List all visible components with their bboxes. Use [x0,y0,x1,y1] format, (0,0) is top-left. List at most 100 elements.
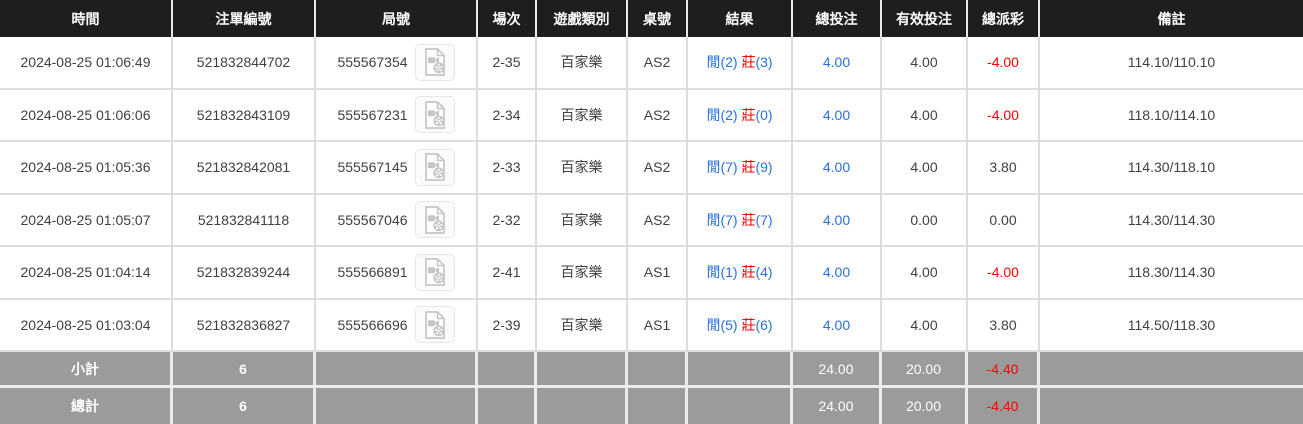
table-no-cell: AS1 [628,247,688,298]
bet-id-cell: 521832836827 [173,299,316,350]
result-cell: 閒 (2) 莊 (3) [688,37,793,88]
subtotal-label: 小計 [0,352,173,385]
time-cell: 2024-08-25 01:03:04 [0,299,173,350]
result-banker-points: (9) [755,159,773,176]
grand-total-payout: -4.40 [968,388,1040,424]
empty-cell [628,352,688,385]
result-player-points: (2) [720,106,742,123]
column-header-result: 結果 [688,0,793,37]
total-bet-cell: 4.00 [793,142,882,193]
round-number: 555567145 [337,159,408,176]
game-type-cell: 百家樂 [537,299,628,350]
result-player-label: 閒 [706,316,721,333]
result-player-label: 閒 [706,106,721,123]
subtotal-count: 6 [173,352,316,385]
subtotal-payout: -4.40 [968,352,1040,385]
table-row: 2024-08-25 01:05:36 521832842081 5555671… [0,142,1303,195]
video-file-icon [424,205,445,234]
grand-total-row: 總計 6 24.00 20.00 -4.40 [0,388,1303,424]
session-cell: 2-33 [478,142,537,193]
table-no-cell: AS1 [628,299,688,350]
empty-cell [628,388,688,424]
result-banker-label: 莊 [741,159,756,176]
result-player-label: 閒 [706,54,721,71]
game-type-cell: 百家樂 [537,194,628,245]
empty-cell [688,352,793,385]
valid-bet-cell: 4.00 [882,247,968,298]
result-player-label: 閒 [706,264,721,281]
column-header-time: 時間 [0,0,173,37]
result-player-label: 閒 [706,159,721,176]
table-no-cell: AS2 [628,194,688,245]
time-cell: 2024-08-25 01:04:14 [0,247,173,298]
empty-cell [1040,388,1303,424]
video-file-icon [424,153,445,182]
total-bet-cell: 4.00 [793,194,882,245]
video-replay-button[interactable] [414,306,455,344]
result-player-points: (5) [720,316,742,333]
result-cell: 閒 (5) 莊 (6) [688,299,793,350]
result-player-points: (7) [720,211,742,228]
round-number: 555567046 [337,211,408,228]
game-type-cell: 百家樂 [537,89,628,140]
result-banker-label: 莊 [741,54,756,71]
video-file-icon [424,258,445,287]
payout-cell: -4.00 [968,247,1040,298]
video-replay-button[interactable] [414,148,455,186]
session-cell: 2-41 [478,247,537,298]
remark-cell: 118.30/114.30 [1127,264,1216,281]
video-replay-button[interactable] [414,253,455,291]
round-cell: 555567354 [316,37,478,88]
game-type-cell: 百家樂 [537,37,628,88]
grand-total-count: 6 [173,388,316,424]
payout-cell: -4.00 [968,89,1040,140]
empty-cell [478,388,537,424]
session-cell: 2-39 [478,299,537,350]
column-header-total-bet: 總投注 [793,0,882,37]
subtotal-valid-bet: 20.00 [882,352,968,385]
table-row: 2024-08-25 01:05:07 521832841118 5555670… [0,194,1303,247]
video-file-icon [424,48,445,77]
payout-cell: 3.80 [968,299,1040,350]
result-player-points: (1) [720,264,742,281]
valid-bet-cell: 4.00 [882,142,968,193]
result-cell: 閒 (7) 莊 (9) [688,142,793,193]
result-player-points: (7) [720,159,742,176]
time-cell: 2024-08-25 01:05:07 [0,194,173,245]
subtotal-row: 小計 6 24.00 20.00 -4.40 [0,352,1303,388]
column-header-payout: 總派彩 [968,0,1040,37]
video-replay-button[interactable] [414,201,455,239]
session-cell: 2-32 [478,194,537,245]
column-header-game-type: 遊戲類別 [537,0,628,37]
valid-bet-cell: 4.00 [882,299,968,350]
result-banker-points: (7) [755,211,773,228]
table-no-cell: AS2 [628,37,688,88]
video-replay-button[interactable] [414,43,455,81]
grand-total-valid-bet: 20.00 [882,388,968,424]
result-banker-points: (0) [755,106,773,123]
result-banker-label: 莊 [741,316,756,333]
empty-cell [1040,352,1303,385]
result-banker-points: (3) [755,54,773,71]
result-banker-label: 莊 [741,106,756,123]
time-cell: 2024-08-25 01:05:36 [0,142,173,193]
round-number: 555567354 [337,54,408,71]
result-player-label: 閒 [706,211,721,228]
bet-id-cell: 521832844702 [173,37,316,88]
game-type-cell: 百家樂 [537,247,628,298]
column-header-table-no: 桌號 [628,0,688,37]
round-cell: 555566696 [316,299,478,350]
video-file-icon [424,310,445,339]
table-no-cell: AS2 [628,89,688,140]
payout-cell: -4.00 [968,37,1040,88]
round-number: 555566891 [337,264,408,281]
remark-cell: 118.10/114.10 [1127,106,1216,123]
empty-cell [537,352,628,385]
grand-total-label: 總計 [0,388,173,424]
round-number: 555566696 [337,316,408,333]
column-header-remark: 備註 [1157,10,1186,27]
video-replay-button[interactable] [414,96,455,134]
valid-bet-cell: 0.00 [882,194,968,245]
empty-cell [316,352,478,385]
